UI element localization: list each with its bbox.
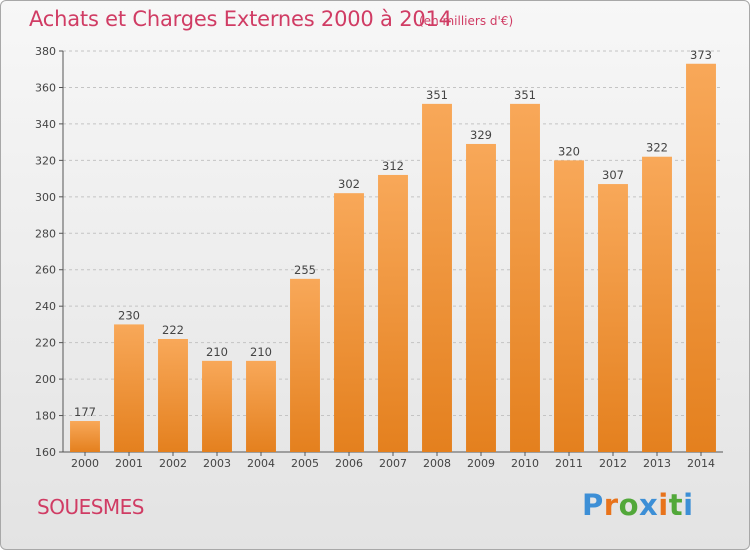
logo-letter: r xyxy=(603,488,619,522)
x-tick-label: 2014 xyxy=(687,457,715,470)
bar-2005 xyxy=(290,278,320,452)
logo-letter: t xyxy=(668,488,684,522)
data-label: 312 xyxy=(382,159,404,173)
y-tick-label: 360 xyxy=(35,81,56,94)
bar-2000 xyxy=(70,421,100,452)
data-label: 255 xyxy=(294,263,316,277)
y-tick-label: 180 xyxy=(35,410,56,423)
axis-layer: 160 180 200 220 240 260 280 300 320 340 360 380 2000… xyxy=(35,45,723,470)
bar-2012 xyxy=(598,184,628,453)
x-tick-label: 2013 xyxy=(643,457,671,470)
x-tick-label: 2008 xyxy=(423,457,451,470)
chart-subtitle: (en milliers d'€) xyxy=(419,14,514,28)
chart-title: Achats et Charges Externes 2000 à 2014 xyxy=(29,7,452,31)
data-label: 351 xyxy=(514,88,536,102)
bar-layer xyxy=(70,63,716,453)
y-tick-label: 320 xyxy=(35,154,56,167)
data-label: 307 xyxy=(602,168,624,182)
bar-2004 xyxy=(246,360,276,452)
bar-2010 xyxy=(510,103,540,452)
bar-2008 xyxy=(422,103,452,452)
logo-letter: i xyxy=(683,488,694,522)
data-label: 222 xyxy=(162,323,184,337)
data-label: 230 xyxy=(118,308,140,322)
x-tick-label: 2004 xyxy=(247,457,275,470)
x-tick-label: 2002 xyxy=(159,457,187,470)
data-label: 302 xyxy=(338,177,360,191)
x-tick-label: 2010 xyxy=(511,457,539,470)
bar-2011 xyxy=(554,160,584,452)
bar-2013 xyxy=(642,156,672,452)
bar-2007 xyxy=(378,174,408,453)
x-tick-label: 2000 xyxy=(71,457,99,470)
y-tick-label: 220 xyxy=(35,337,56,350)
bar-2003 xyxy=(202,360,232,452)
bar-2006 xyxy=(334,193,364,452)
data-label: 210 xyxy=(250,345,272,359)
y-tick-label: 240 xyxy=(35,300,56,313)
bar-2001 xyxy=(114,324,144,452)
commune-name: SOUESMES xyxy=(37,495,145,519)
y-tick-label: 300 xyxy=(35,191,56,204)
y-tick-label: 280 xyxy=(35,227,56,240)
x-tick-label: 2001 xyxy=(115,457,143,470)
x-tick-label: 2003 xyxy=(203,457,231,470)
y-tick-label: 340 xyxy=(35,118,56,131)
data-label: 320 xyxy=(558,144,580,158)
data-label: 351 xyxy=(426,88,448,102)
y-tick-label: 380 xyxy=(35,45,56,58)
x-tick-label: 2012 xyxy=(599,457,627,470)
x-tick-label: 2006 xyxy=(335,457,363,470)
bar-2014 xyxy=(686,63,716,452)
y-tick-label: 200 xyxy=(35,373,56,386)
x-tick-label: 2011 xyxy=(555,457,583,470)
label-layer: 177 230 222 210 210 255 302 312 351 329 351 320 307 3… xyxy=(74,48,712,419)
x-tick-label: 2007 xyxy=(379,457,407,470)
y-tick-label: 260 xyxy=(35,264,56,277)
x-tick-label: 2009 xyxy=(467,457,495,470)
logo-letter: x xyxy=(639,488,659,522)
data-label: 322 xyxy=(646,141,668,155)
logo-letter: i xyxy=(658,488,669,522)
data-label: 177 xyxy=(74,405,96,419)
data-label: 329 xyxy=(470,128,492,142)
logo-letter: o xyxy=(618,488,640,522)
bar-2009 xyxy=(466,143,496,452)
proxiti-logo[interactable]: Proxiti xyxy=(582,488,694,522)
data-label: 373 xyxy=(690,48,712,62)
y-tick-label: 160 xyxy=(35,446,56,459)
logo-letter: P xyxy=(582,488,604,522)
bar-2002 xyxy=(158,338,188,452)
data-label: 210 xyxy=(206,345,228,359)
x-tick-label: 2005 xyxy=(291,457,319,470)
